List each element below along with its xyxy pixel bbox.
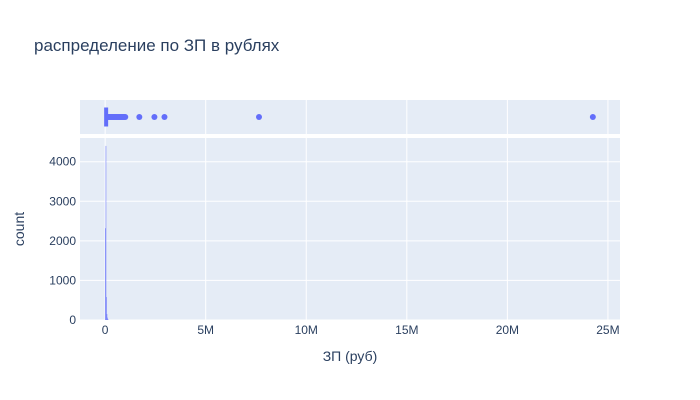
chart-title: распределение по ЗП в рублях bbox=[34, 36, 280, 55]
y-tick-label-3: 3000 bbox=[49, 194, 76, 208]
box-outlier-point-18[interactable] bbox=[136, 114, 143, 120]
box-outlier-point-21[interactable] bbox=[255, 114, 262, 120]
histogram-gridlines bbox=[80, 138, 620, 321]
x-axis-title: ЗП (руб) bbox=[323, 348, 378, 364]
x-tick-label-0: 0 bbox=[102, 323, 109, 337]
y-tick-label-0: 0 bbox=[69, 313, 76, 327]
histogram-bar-5[interactable] bbox=[107, 319, 109, 320]
marginal-plot-area[interactable] bbox=[80, 100, 620, 134]
x-tick-label-3: 15M bbox=[395, 323, 418, 337]
x-tick-label-1: 5M bbox=[197, 323, 214, 337]
histogram-bar-0[interactable] bbox=[105, 228, 106, 320]
y-tick-label-4: 4000 bbox=[49, 155, 76, 169]
x-tick-label-5: 25M bbox=[596, 323, 619, 337]
histogram-bar-3[interactable] bbox=[106, 314, 108, 320]
marginal-gridlines bbox=[104, 100, 609, 134]
y-axis-title: count bbox=[11, 212, 27, 246]
box-outlier-point-19[interactable] bbox=[151, 114, 158, 120]
y-tick-label-1: 1000 bbox=[49, 273, 76, 287]
histogram-bar-4[interactable] bbox=[107, 317, 108, 320]
y-axis-ticks: 0 1000 2000 3000 4000 bbox=[49, 155, 76, 327]
histogram-plot-area[interactable] bbox=[80, 138, 620, 320]
histogram-bar-1[interactable] bbox=[105, 145, 107, 320]
histogram-bar-2[interactable] bbox=[106, 297, 107, 320]
y-tick-label-2: 2000 bbox=[49, 234, 76, 248]
x-axis-ticks: 0 5M 10M 15M 20M 25M bbox=[102, 323, 620, 337]
histogram-bars[interactable] bbox=[105, 145, 109, 320]
box-outlier-point-22[interactable] bbox=[589, 114, 596, 120]
box-outlier-point-17[interactable] bbox=[122, 114, 129, 120]
x-tick-label-4: 20M bbox=[496, 323, 519, 337]
box-outlier-point-20[interactable] bbox=[161, 114, 168, 120]
x-tick-label-2: 10M bbox=[295, 323, 318, 337]
marginal-box-plot[interactable] bbox=[104, 107, 596, 127]
